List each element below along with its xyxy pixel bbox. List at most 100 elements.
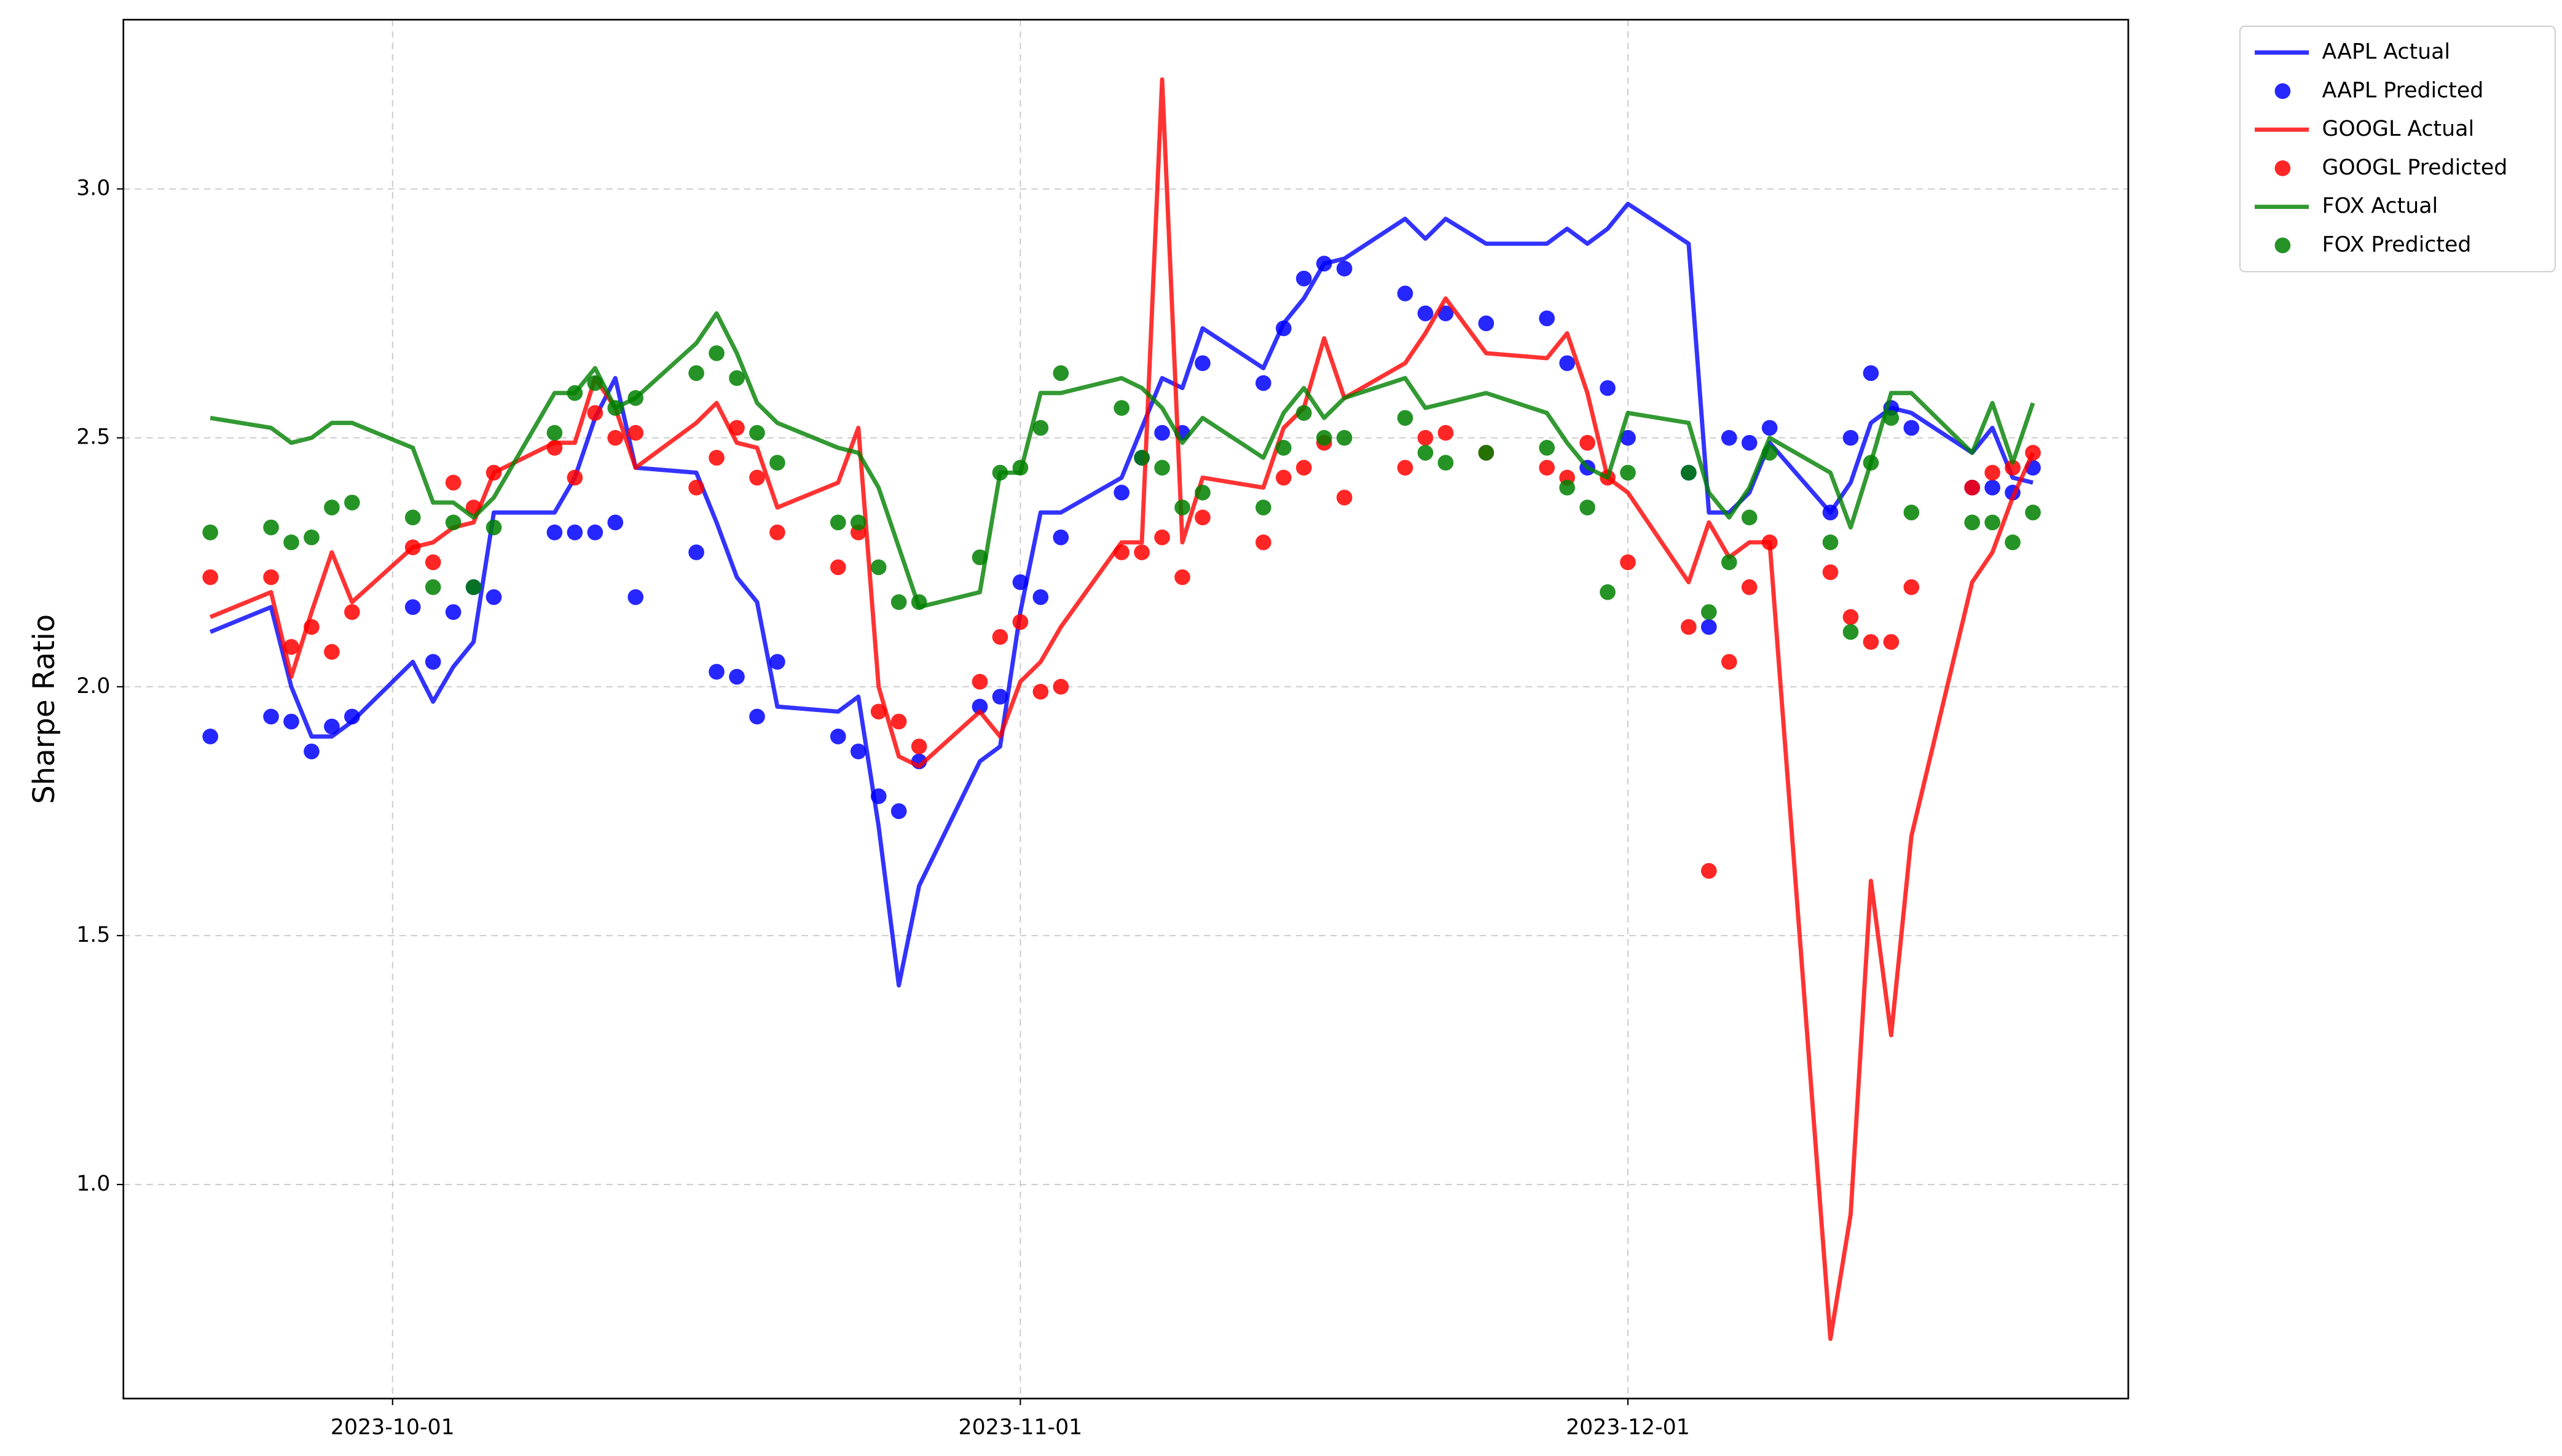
y-tick-label: 2.5	[76, 425, 110, 450]
scatter-point	[587, 375, 603, 391]
scatter-point	[567, 385, 583, 401]
scatter-point	[1114, 544, 1130, 560]
scatter-point	[546, 524, 563, 541]
scatter-point	[1275, 320, 1292, 337]
scatter-point	[1478, 445, 1495, 461]
scatter-point	[1397, 460, 1413, 476]
scatter-point	[344, 708, 360, 725]
legend-label: AAPL Actual	[2322, 40, 2451, 65]
legend-label: FOX Predicted	[2322, 232, 2472, 257]
scatter-point	[485, 464, 502, 481]
scatter-point	[911, 594, 927, 610]
scatter-point	[709, 663, 725, 680]
scatter-point	[972, 673, 988, 690]
scatter-point	[1741, 579, 1758, 595]
legend-label: GOOGL Predicted	[2322, 155, 2508, 180]
scatter-point	[445, 474, 462, 491]
scatter-point	[1154, 460, 1170, 476]
scatter-point	[1600, 380, 1616, 396]
scatter-point	[1032, 684, 1049, 700]
scatter-point	[404, 539, 421, 555]
scatter-point	[992, 628, 1008, 645]
scatter-point	[1721, 429, 1737, 446]
scatter-point	[1195, 355, 1211, 371]
scatter-point	[749, 425, 765, 441]
scatter-point	[324, 718, 340, 735]
scatter-point	[1883, 634, 1900, 650]
line-series	[209, 77, 2035, 1341]
scatter-point	[283, 639, 299, 655]
scatter-point	[1539, 460, 1555, 476]
scatter-point	[1032, 420, 1049, 436]
scatter-point	[1295, 405, 1312, 421]
scatter-point	[1417, 445, 1434, 461]
scatter-point	[1741, 434, 1758, 451]
scatter-point	[1681, 464, 1697, 481]
scatter-point	[1579, 434, 1595, 451]
scatter-point	[404, 509, 421, 526]
scatter-point	[546, 440, 563, 456]
scatter-point	[1255, 534, 1271, 550]
scatter-point	[1984, 514, 2000, 531]
scatter-point	[729, 668, 745, 685]
scatter-point	[769, 524, 785, 541]
scatter-point	[283, 534, 299, 550]
scatter-point	[485, 519, 502, 536]
scatter-point	[1559, 479, 1575, 496]
scatter-point	[830, 514, 846, 531]
scatter-point	[850, 743, 866, 759]
scatter-point	[1195, 509, 1211, 526]
scatter-point	[972, 699, 988, 715]
scatter-point	[1539, 310, 1555, 327]
scatter-point	[1255, 375, 1271, 391]
scatter-point	[709, 345, 725, 361]
scatter-point	[2005, 460, 2021, 476]
scatter-point	[890, 713, 907, 730]
scatter-point	[1721, 654, 1737, 670]
scatter-point	[1681, 619, 1697, 635]
scatter-point	[1275, 440, 1292, 456]
scatter-point	[1397, 285, 1413, 302]
scatter-point	[1984, 464, 2000, 481]
y-tick-label: 2.0	[76, 674, 110, 699]
scatter-point	[587, 405, 603, 421]
scatter-point	[1478, 315, 1495, 332]
scatter-point	[769, 654, 785, 670]
x-tick-label: 2023-11-01	[958, 1415, 1082, 1440]
scatter-point	[1012, 614, 1029, 630]
scatter-point	[1903, 579, 1920, 595]
line-series	[210, 311, 2035, 609]
scatter-point	[1579, 499, 1595, 515]
scatter-point	[607, 514, 624, 531]
scatter-point	[283, 713, 299, 730]
scatter-point	[1316, 429, 1332, 446]
scatter-point	[1053, 678, 1069, 695]
scatter-point	[911, 738, 927, 754]
legend-label: FOX Actual	[2322, 194, 2438, 219]
scatter-point	[890, 594, 907, 610]
scatter-point	[1012, 574, 1029, 590]
scatter-point	[1822, 564, 1839, 581]
scatter-point	[1174, 569, 1190, 585]
scatter-point	[425, 554, 441, 571]
scatter-point	[1195, 484, 1211, 501]
scatter-point	[1700, 863, 1717, 879]
scatter-point	[1539, 440, 1555, 456]
scatter-point	[1620, 554, 1636, 571]
scatter-point	[729, 420, 745, 436]
scatter-point	[1437, 455, 1454, 471]
scatter-point	[567, 469, 583, 486]
scatter-point	[1397, 410, 1413, 426]
scatter-point	[1964, 514, 1981, 531]
scatter-point	[992, 464, 1008, 481]
scatter-point	[1842, 609, 1859, 625]
scatter-point	[1032, 589, 1049, 605]
scatter-point	[749, 469, 765, 486]
x-tick-label: 2023-12-01	[1566, 1415, 1690, 1440]
x-tick-label: 2023-10-01	[331, 1415, 455, 1440]
scatter-point	[485, 589, 502, 605]
legend-marker	[2274, 237, 2291, 254]
scatter-point	[1984, 479, 2000, 496]
scatter-point	[627, 425, 644, 441]
